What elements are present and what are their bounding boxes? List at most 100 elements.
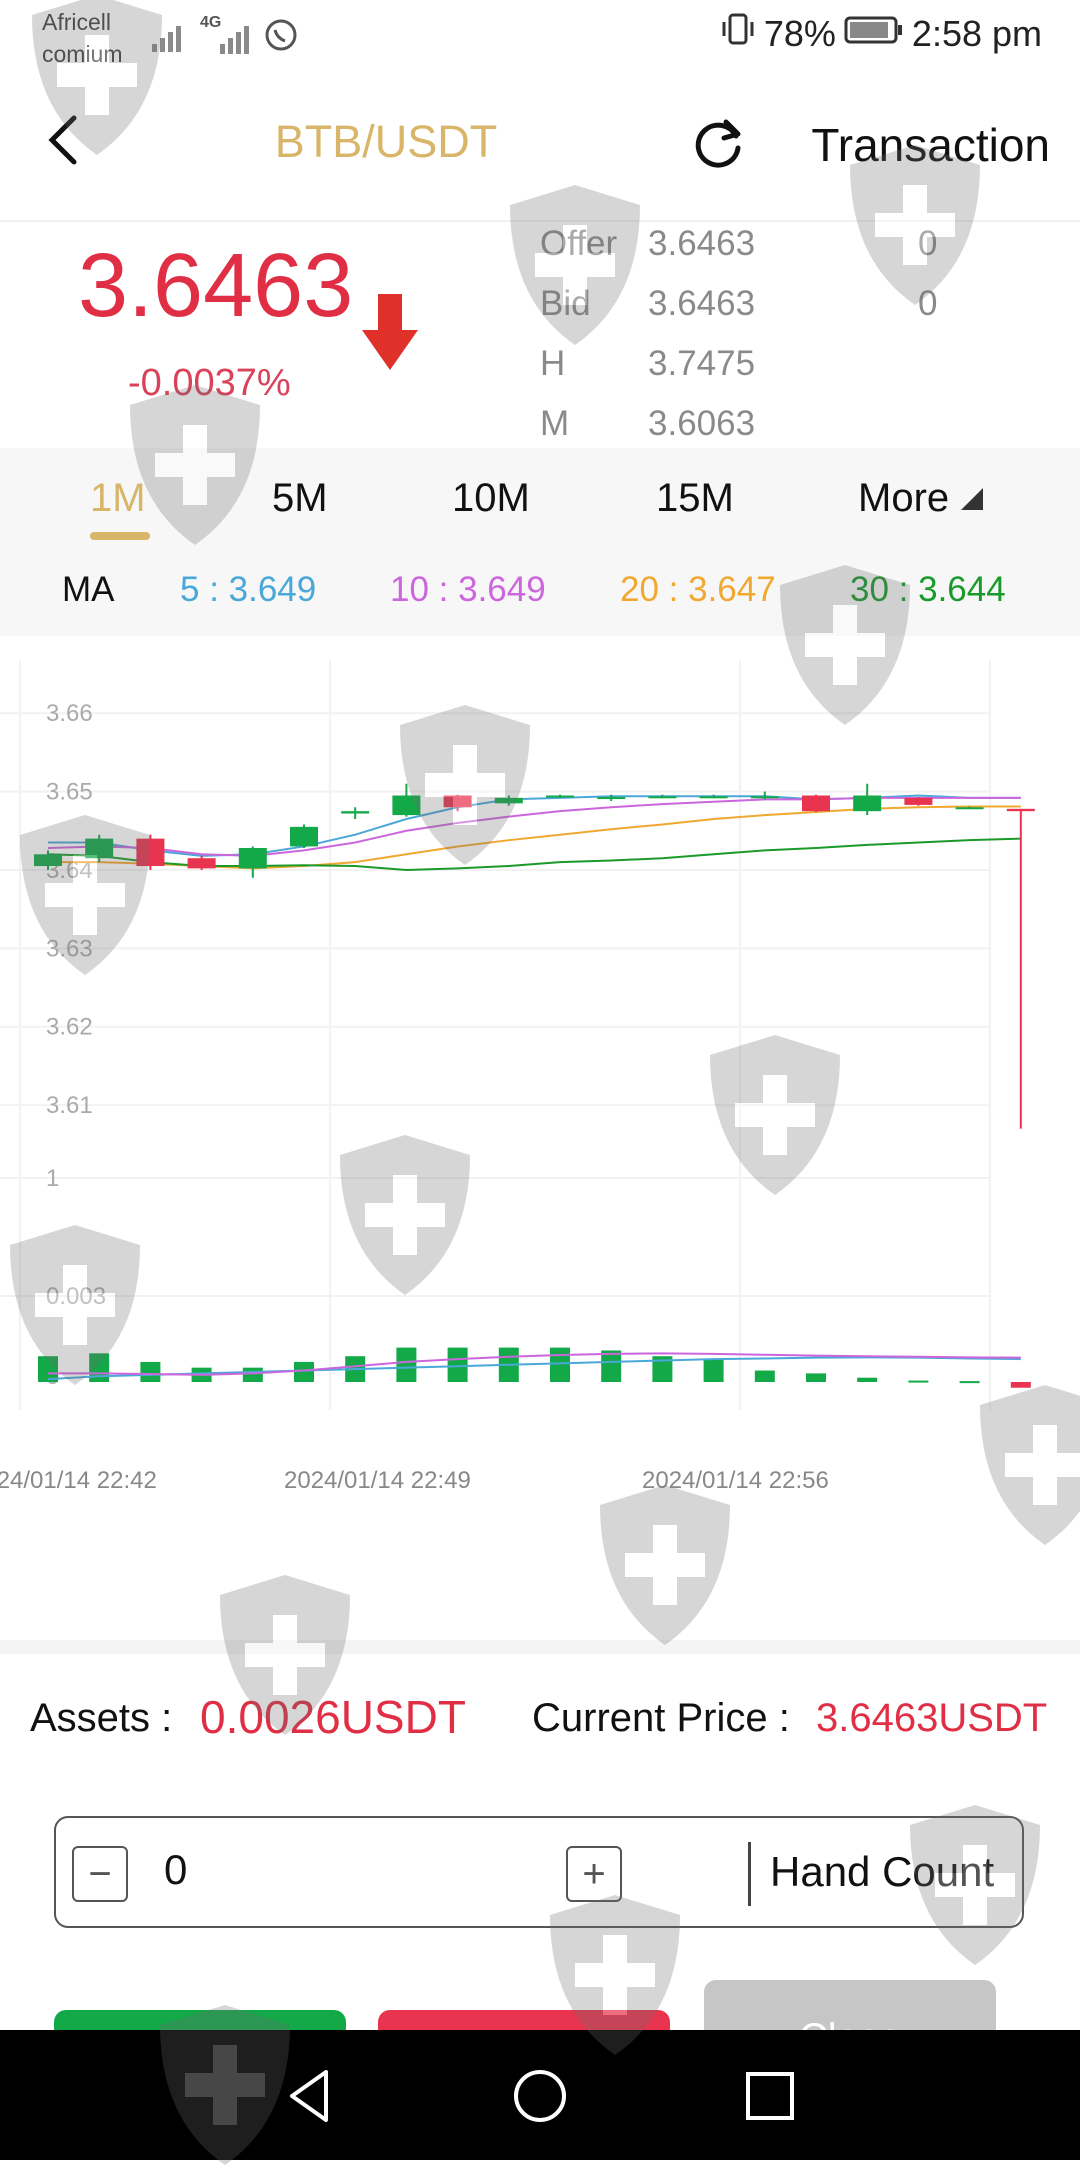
watermark-shield-icon: [540, 1890, 690, 2060]
volume-bar: [601, 1350, 622, 1382]
pair-title: BTB/USDT: [274, 116, 498, 167]
chevron-left-icon: [48, 115, 77, 165]
volume-bar: [242, 1367, 263, 1382]
candle: [85, 834, 114, 863]
candle: [341, 807, 370, 820]
transaction-link[interactable]: Transaction: [811, 119, 1050, 171]
low-label: M: [540, 404, 570, 443]
candle-body: [699, 796, 728, 799]
price-tick-label: 3.61: [46, 1092, 93, 1119]
whatsapp-icon: [264, 18, 298, 52]
watermark-shield-icon: [390, 700, 540, 870]
tab-more[interactable]: More: [858, 476, 985, 521]
candle-body: [597, 797, 626, 800]
candle-body: [392, 795, 421, 816]
status-right: 78% 2:58 pm: [720, 12, 1042, 55]
period-tabs: 1M 5M 10M 15M More: [0, 448, 1080, 548]
candle-body: [546, 795, 574, 798]
ma30-value: 30 : 3.644: [850, 570, 1006, 609]
offer-label: Offer: [540, 224, 617, 264]
tab-5m[interactable]: 5M: [272, 476, 328, 520]
hand-count-label: Hand Count: [770, 1848, 995, 1895]
volume-bar: [959, 1381, 980, 1384]
bid-qty: 0: [918, 284, 938, 323]
quantity-input[interactable]: 0: [164, 1846, 188, 1893]
nav-recents-button[interactable]: [740, 2066, 800, 2126]
current-price-value: 3.6463USDT: [816, 1696, 1048, 1740]
status-bar: Africell comium 4G 78% 2:58 pm: [0, 0, 1080, 72]
candle-body: [494, 797, 523, 804]
assets-value: 0.0026USDT: [200, 1691, 466, 1743]
nav-recents-icon: [746, 2072, 794, 2120]
signal-icon: [152, 20, 192, 52]
refresh-button[interactable]: [688, 114, 748, 174]
carrier-line-1: Africell: [42, 6, 123, 38]
kline-chart[interactable]: 3.663.653.643.633.623.611 0.0030 2024/01…: [0, 640, 1080, 1520]
section-divider: [0, 1640, 1080, 1654]
watermark-shield-icon: [330, 1130, 480, 1300]
tab-1m[interactable]: 1M: [90, 476, 146, 520]
header: BTB/USDT Transaction: [0, 72, 1080, 222]
candle-body: [1006, 808, 1035, 812]
back-button[interactable]: [40, 110, 88, 170]
volume-bar: [652, 1356, 673, 1382]
ma-legend: MA 5 : 3.649 10 : 3.649 20 : 3.647 30 : …: [0, 548, 1080, 636]
price-tick-label: 3.62: [46, 1014, 93, 1041]
ma20-value: 20 : 3.647: [620, 570, 776, 609]
current-price-label: Current Price :: [532, 1696, 790, 1740]
nav-home-icon: [514, 2070, 566, 2122]
price-tick-label: 3.63: [46, 935, 93, 962]
volume-bar: [294, 1361, 314, 1382]
increment-button[interactable]: +: [566, 1846, 622, 1902]
candle-body: [85, 838, 114, 859]
candle-body: [34, 854, 62, 867]
volume-bar: [1010, 1382, 1031, 1388]
nav-back-button[interactable]: [280, 2066, 340, 2126]
decrement-button[interactable]: −: [72, 1846, 128, 1902]
watermark-shield-icon: [150, 2000, 300, 2170]
candle: [494, 795, 523, 806]
candle: [597, 794, 626, 801]
tab-10m[interactable]: 10M: [452, 476, 530, 520]
carrier-line-2: comium: [42, 38, 123, 70]
refresh-icon: [695, 119, 741, 168]
candle-body: [853, 795, 882, 812]
clock: 2:58 pm: [911, 12, 1042, 54]
volume-bar: [89, 1353, 110, 1382]
time-axis: 2024/01/14 22:42 2024/01/14 22:49 2024/01/…: [0, 1467, 829, 1494]
ma-label: MA: [62, 570, 115, 609]
system-nav-bar: [0, 2030, 1080, 2160]
candle-body: [904, 797, 933, 805]
candle-body: [443, 795, 472, 808]
candle: [750, 791, 779, 800]
nav-home-button[interactable]: [510, 2066, 570, 2126]
offer-price: 3.6463: [648, 224, 756, 263]
last-price: 3.6463: [78, 236, 354, 336]
price-tick-label: 3.66: [46, 700, 93, 727]
nav-back-icon: [290, 2070, 328, 2122]
volume-ma-line-ma5: [47, 1356, 1021, 1381]
volume-bar: [806, 1373, 826, 1382]
arrow-down-icon: [362, 294, 418, 370]
volume-bars: [38, 1347, 1031, 1388]
time-tick-label: 2024/01/14 22:49: [284, 1467, 471, 1494]
candle: [1006, 808, 1035, 1129]
volume-bar: [703, 1359, 724, 1382]
candle: [546, 794, 574, 798]
watermark-shield-icon: [0, 1220, 150, 1390]
candle-body: [955, 807, 984, 810]
volume-bar: [908, 1380, 929, 1383]
candle: [290, 824, 318, 849]
candle-body: [136, 838, 165, 867]
low-value: 3.6063: [648, 404, 756, 443]
volume-ma-lines: [47, 1352, 1021, 1381]
volume-bar: [396, 1347, 417, 1382]
candle: [34, 850, 62, 870]
price-tick-label: 1: [46, 1165, 59, 1192]
carrier-name: Africell comium: [42, 6, 123, 70]
watermark-shield-icon: [700, 1030, 850, 1200]
high-label: H: [540, 344, 566, 383]
tab-15m[interactable]: 15M: [656, 476, 734, 520]
watermark-shield-icon: [840, 140, 990, 310]
volume-bar: [754, 1370, 775, 1382]
